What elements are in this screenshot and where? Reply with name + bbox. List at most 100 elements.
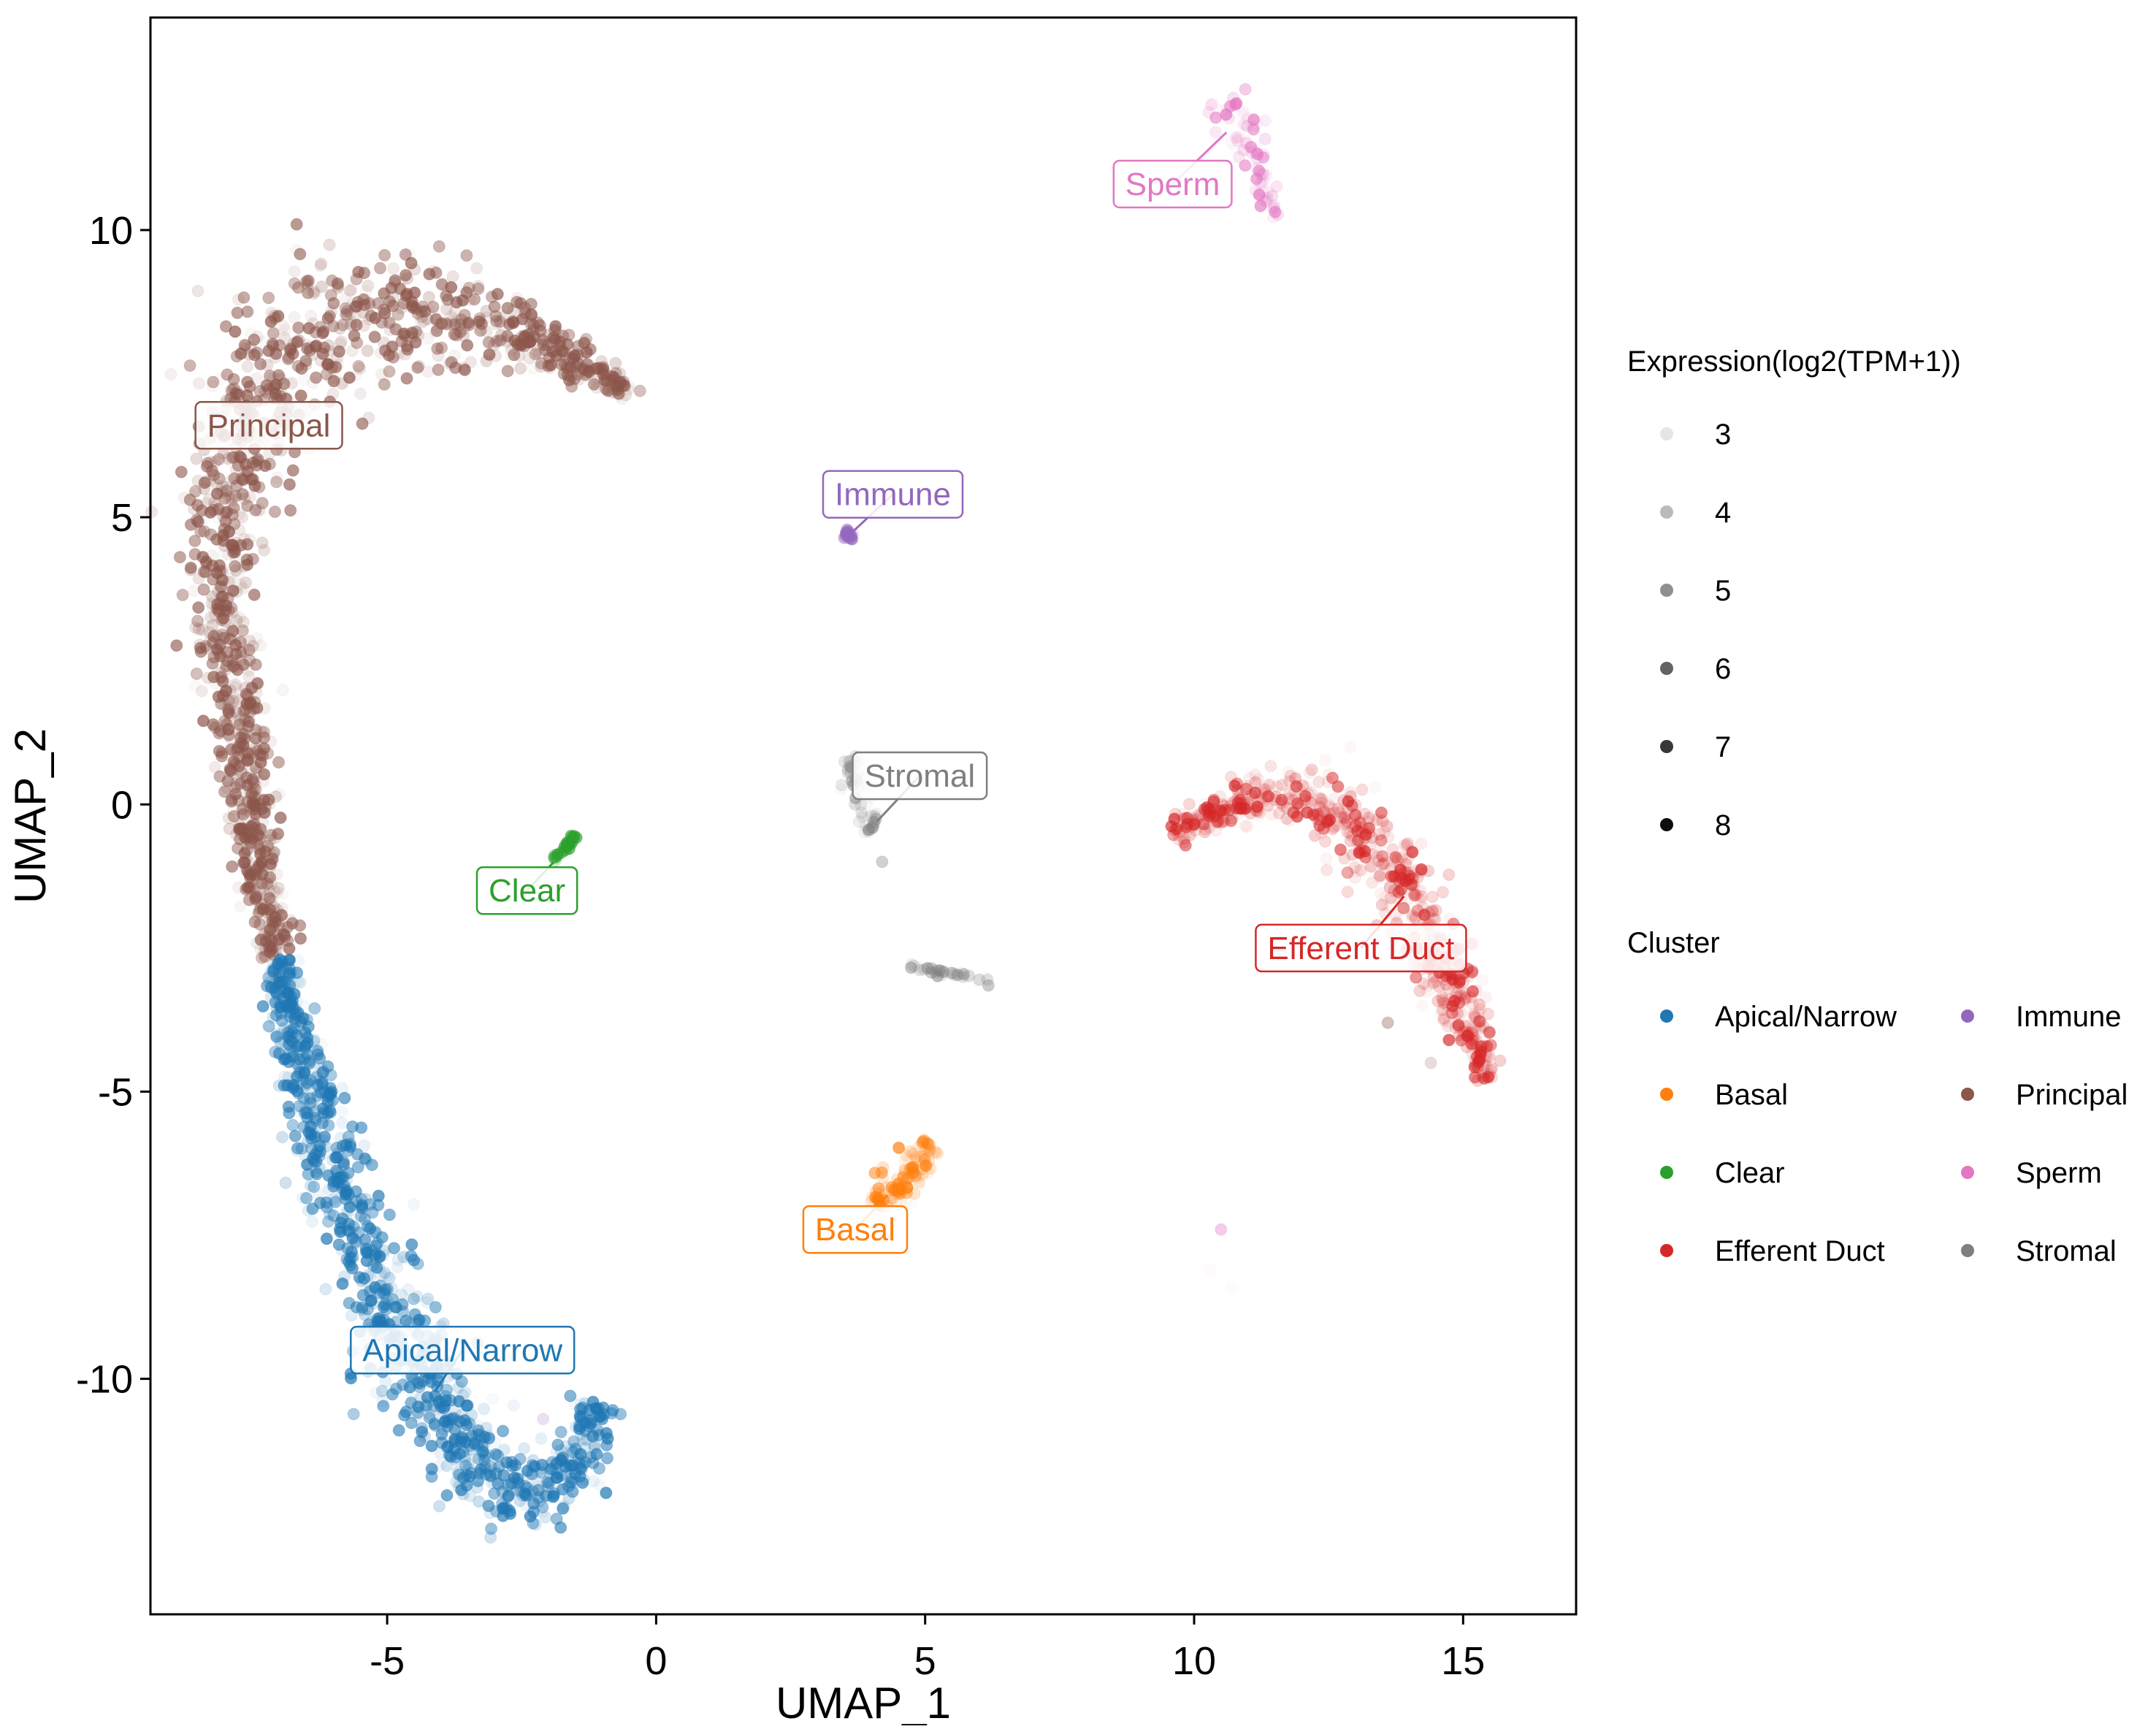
data-point [1204, 99, 1217, 111]
data-point [1375, 806, 1388, 820]
data-point [433, 1500, 446, 1513]
data-point [286, 1081, 299, 1094]
data-point [270, 378, 283, 392]
data-point [451, 314, 463, 327]
data-point [1303, 766, 1316, 779]
data-point [400, 1314, 413, 1327]
data-point [486, 1393, 499, 1405]
data-point [270, 476, 283, 489]
data-point [1437, 1014, 1450, 1027]
data-point [573, 1422, 586, 1435]
data-point [221, 774, 234, 787]
data-point [1229, 131, 1242, 145]
data-point [276, 684, 289, 697]
data-point [1312, 776, 1326, 788]
data-point [350, 310, 362, 321]
data-point [390, 1301, 402, 1314]
data-point [903, 1145, 917, 1158]
data-point [491, 288, 504, 301]
data-point [1387, 855, 1400, 868]
data-point [501, 364, 514, 378]
data-point [1372, 854, 1385, 867]
data-point [196, 551, 210, 564]
data-point [190, 667, 203, 680]
data-point [288, 265, 301, 278]
data-point [226, 625, 240, 638]
data-point [192, 377, 205, 390]
data-point [232, 293, 245, 306]
data-point [191, 614, 204, 627]
data-point [1461, 1029, 1474, 1042]
data-point [256, 868, 269, 881]
data-point [332, 1238, 345, 1251]
legend-cluster-label: Stromal [2016, 1235, 2117, 1267]
data-point [233, 508, 245, 521]
y-tick-label: -5 [98, 1070, 133, 1114]
data-point [220, 684, 233, 698]
data-point [229, 387, 242, 400]
data-point [500, 1456, 513, 1469]
data-point [339, 1188, 352, 1201]
legend-expression-key [1660, 584, 1673, 597]
data-point [1348, 861, 1361, 874]
legend-expression-key [1660, 818, 1673, 831]
data-point [1271, 780, 1284, 793]
data-point [1209, 111, 1223, 124]
data-point [421, 332, 435, 345]
data-point [1437, 886, 1449, 898]
data-point [1473, 1053, 1486, 1066]
data-point [1331, 780, 1345, 793]
data-point [1209, 126, 1222, 139]
data-point [226, 584, 240, 598]
data-point [302, 286, 315, 299]
data-point [388, 1242, 400, 1255]
data-point [330, 1164, 343, 1178]
data-point [343, 284, 356, 297]
data-point [982, 979, 995, 992]
data-point [316, 280, 328, 293]
data-point [222, 812, 235, 825]
data-point [1375, 858, 1388, 871]
legend-expression-label: 6 [1715, 653, 1731, 685]
data-point [262, 291, 275, 305]
data-point [1467, 1021, 1480, 1034]
data-point [1410, 971, 1423, 984]
data-point [870, 807, 883, 820]
data-point [1350, 865, 1363, 877]
data-point [523, 351, 536, 364]
data-point [1323, 813, 1337, 826]
data-point [945, 966, 957, 980]
data-point [1376, 858, 1388, 871]
data-point [483, 1432, 496, 1445]
data-point [1301, 806, 1314, 819]
data-point [364, 1222, 377, 1235]
data-point [208, 760, 221, 774]
data-point [1354, 863, 1367, 877]
data-point [1220, 108, 1233, 121]
data-point [237, 473, 250, 486]
data-point [282, 1031, 295, 1043]
data-point [321, 1107, 335, 1120]
data-point [1327, 793, 1340, 806]
data-point [1443, 912, 1456, 925]
data-point [222, 723, 235, 736]
data-point [369, 311, 382, 324]
data-point [1474, 1015, 1487, 1028]
data-point [240, 576, 252, 589]
label-text: Stromal [865, 758, 976, 794]
data-point [207, 657, 220, 670]
data-point [1469, 1020, 1483, 1033]
data-point [532, 354, 545, 366]
data-point [381, 1270, 394, 1282]
data-point [1483, 1026, 1496, 1039]
data-point [352, 265, 365, 278]
data-point [217, 611, 230, 625]
data-point [229, 325, 242, 338]
legend-cluster-label: Basal [1715, 1079, 1788, 1111]
data-point [336, 1116, 349, 1129]
data-point [633, 384, 646, 397]
data-point [267, 327, 280, 340]
data-point [1226, 1280, 1238, 1293]
data-point [316, 1038, 329, 1050]
data-point [264, 858, 278, 871]
